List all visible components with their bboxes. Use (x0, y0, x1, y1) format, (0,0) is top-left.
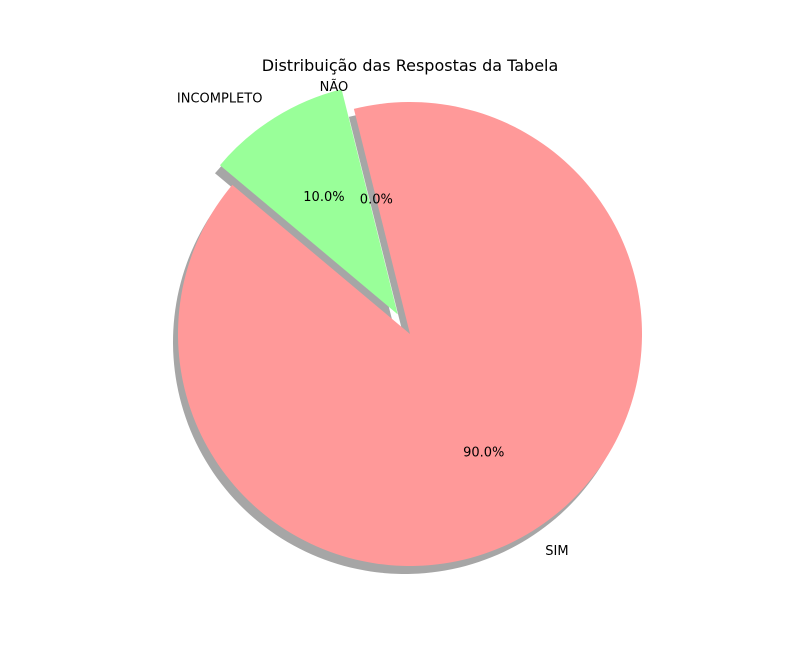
pct-label-incompleto: 10.0% (303, 190, 344, 205)
pie-slice-sim (178, 101, 642, 566)
slice-label-incompleto: INCOMPLETO (177, 91, 263, 106)
label-layer: SIM 90.0% NÃO 0.0% INCOMPLETO 10.0% (177, 79, 569, 559)
pie-slice-incompleto (219, 89, 398, 315)
pct-label-nao: 0.0% (360, 192, 393, 207)
slice-label-nao: NÃO (320, 79, 349, 95)
slice-layer (178, 89, 642, 566)
slice-label-sim: SIM (545, 544, 568, 559)
chart-title: Distribuição das Respostas da Tabela (262, 56, 559, 75)
pct-label-sim: 90.0% (463, 446, 504, 461)
